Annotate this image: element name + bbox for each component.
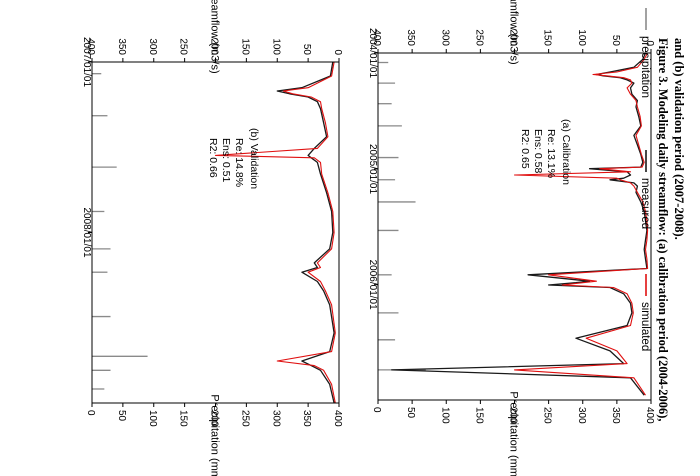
- streamflow-tick-label: 150: [542, 29, 553, 46]
- precipitation-tick-label: 50: [116, 410, 127, 422]
- stat-r2: R2: 0.65: [519, 129, 531, 169]
- streamflow-tick-label: 0: [332, 49, 343, 55]
- streamflow-tick-label: 400: [85, 38, 96, 55]
- stat-ens: Ens: 0.58: [532, 129, 544, 174]
- precipitation-tick-label: 400: [644, 407, 655, 424]
- measured-line: [391, 52, 648, 396]
- precipitation-tick-label: 0: [85, 410, 96, 416]
- streamflow-tick-label: 100: [576, 29, 587, 46]
- precipitation-tick-label: 400: [332, 410, 343, 427]
- streamflow-tick-label: 400: [371, 29, 382, 46]
- precipitation-series: [378, 61, 426, 371]
- chart-panel-b: 0 50 100 150 200 250 300 350 400 400 350 300 250 200 1…: [81, 0, 343, 476]
- streamflow-tick-label: 350: [405, 29, 416, 46]
- precipitation-tick-label: 100: [147, 410, 158, 427]
- precipitation-tick-label: 250: [542, 407, 553, 424]
- streamflow-tick-label: 50: [301, 44, 312, 56]
- plot-frame: [91, 61, 340, 404]
- stat-re: Re: 14.8%: [233, 138, 245, 187]
- streamflow-tick-label: 0: [644, 40, 655, 46]
- streamflow-tick-label: 300: [147, 38, 158, 55]
- streamflow-tick-label: 150: [239, 38, 250, 55]
- streamflow-tick-label: 250: [178, 38, 189, 55]
- panel-title: (a) Calibration: [560, 119, 572, 185]
- streamflow-tick-label: 350: [116, 38, 127, 55]
- date-tick-label: 2004/01/01: [367, 28, 378, 78]
- simulated-line: [513, 52, 649, 396]
- chart-panels: 0 50 100 150 200 250 300 350 400 400 350 300 250 200 1…: [81, 0, 655, 476]
- precipitation-tick-label: 350: [301, 410, 312, 427]
- date-tick-label: 2007/01/01: [81, 37, 92, 87]
- streamflow-tick-label: 200: [508, 29, 519, 46]
- measured-line: [276, 61, 335, 404]
- streamflow-axis-title: Streamflow (m3/s): [508, 0, 520, 65]
- precipitation-tick-label: 200: [508, 407, 519, 424]
- chart-panel-a: 0 50 100 150 200 250 300 350 400 400 350 300 250 200 1…: [367, 0, 655, 476]
- precipitation-series: [92, 73, 148, 390]
- date-tick-label: 2008/01/01: [81, 207, 92, 257]
- precipitation-tick-label: 50: [405, 407, 416, 419]
- streamflow-axis-title: Streamflow (m3/s): [209, 0, 221, 74]
- precipitation-tick-label: 300: [576, 407, 587, 424]
- precipitation-axis-title: Precipitation (mm): [209, 394, 221, 476]
- stat-ens: Ens: 0.51: [220, 138, 232, 183]
- stat-re: Re: 13.1%: [545, 129, 557, 178]
- precipitation-tick-label: 250: [239, 410, 250, 427]
- precipitation-tick-label: 0: [371, 407, 382, 413]
- precipitation-tick-label: 350: [610, 407, 621, 424]
- precipitation-tick-label: 150: [473, 407, 484, 424]
- precipitation-tick-label: 200: [209, 410, 220, 427]
- panel-title: (b) Validation: [248, 128, 260, 189]
- precipitation-tick-label: 150: [178, 410, 189, 427]
- legend-label-precipitation: precipitation: [639, 36, 651, 98]
- streamflow-tick-label: 250: [473, 29, 484, 46]
- precipitation-axis-title: Precipitation (mm): [508, 391, 520, 476]
- figure-caption-line-2: and (b) validation period (2007-2008).: [672, 38, 686, 240]
- legend-label-measured: measured: [639, 178, 651, 229]
- streamflow-tick-label: 200: [209, 38, 220, 55]
- figure-caption-line-1: Figure 3. Modeling daily streamflow: (a)…: [656, 38, 670, 422]
- stat-r2: R2: 0.66: [207, 138, 219, 178]
- date-tick-label: 2006/01/01: [367, 260, 378, 310]
- legend-label-simulated: simulated: [639, 302, 651, 351]
- date-tick-label: 2005/01/01: [367, 144, 378, 194]
- streamflow-tick-label: 300: [439, 29, 450, 46]
- precipitation-tick-label: 100: [439, 407, 450, 424]
- streamflow-tick-label: 100: [270, 38, 281, 55]
- simulated-line: [214, 61, 336, 404]
- precipitation-tick-label: 300: [270, 410, 281, 427]
- streamflow-tick-label: 50: [610, 35, 621, 47]
